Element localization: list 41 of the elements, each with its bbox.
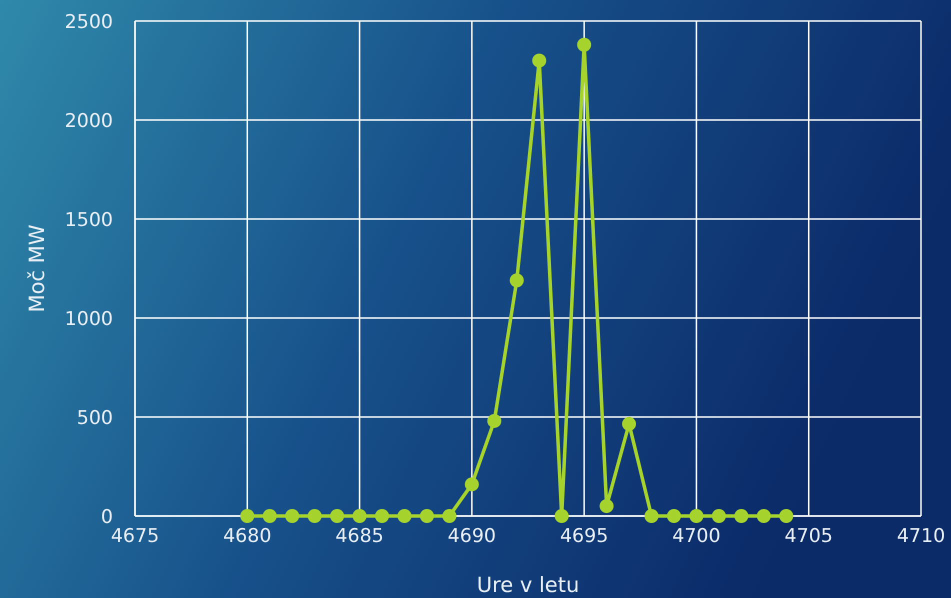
x-tick-label: 4690 bbox=[448, 525, 496, 547]
y-tick-label: 0 bbox=[100, 506, 113, 528]
x-tick-label: 4705 bbox=[784, 525, 833, 547]
point bbox=[352, 509, 367, 523]
point bbox=[442, 509, 456, 523]
y-tick-label: 500 bbox=[76, 407, 113, 429]
y-tick-label: 1000 bbox=[64, 308, 113, 330]
point bbox=[330, 509, 344, 523]
point bbox=[397, 509, 412, 523]
point bbox=[554, 509, 569, 523]
x-tick-label: 4675 bbox=[110, 525, 160, 547]
point bbox=[464, 477, 479, 492]
y-tick-label: 2000 bbox=[64, 110, 113, 132]
point bbox=[577, 38, 592, 52]
point bbox=[779, 509, 794, 523]
x-tick-label: 4680 bbox=[223, 525, 272, 547]
point bbox=[756, 509, 771, 523]
point bbox=[532, 54, 546, 68]
point bbox=[712, 509, 726, 523]
point bbox=[420, 509, 434, 523]
point bbox=[734, 509, 748, 523]
x-tick-label: 4695 bbox=[560, 525, 608, 547]
point bbox=[308, 509, 322, 523]
point bbox=[510, 273, 524, 288]
point bbox=[285, 509, 300, 523]
x-tick-label: 4710 bbox=[896, 525, 946, 547]
x-tick-label: 4700 bbox=[672, 525, 721, 547]
point bbox=[689, 509, 704, 523]
x-axis-title: Ure v letu bbox=[476, 573, 580, 597]
point bbox=[600, 499, 614, 514]
point bbox=[240, 509, 254, 523]
point bbox=[487, 414, 502, 428]
point bbox=[644, 509, 659, 523]
y-tick-label: 2500 bbox=[64, 11, 113, 33]
point bbox=[622, 416, 636, 431]
y-tick-label: 1500 bbox=[64, 209, 113, 231]
y-axis-title: Moč MW bbox=[25, 224, 49, 313]
point bbox=[262, 509, 277, 523]
point bbox=[666, 509, 681, 523]
x-tick-label: 4685 bbox=[335, 525, 384, 547]
point bbox=[375, 509, 390, 523]
